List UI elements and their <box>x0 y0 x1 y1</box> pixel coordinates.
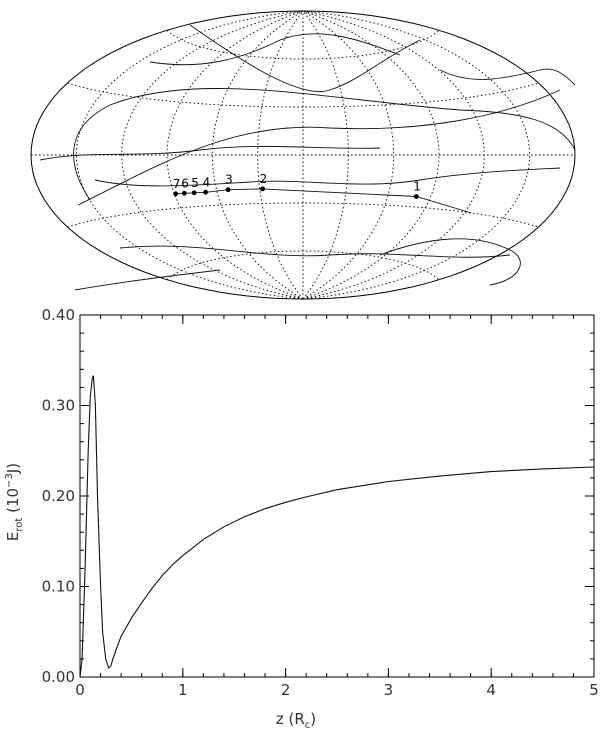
y-tick-label: 0.00 <box>42 668 75 686</box>
main-track <box>175 188 472 214</box>
field-track <box>439 68 576 86</box>
track-marker-label: 6 <box>181 176 189 190</box>
track-marker-label: 4 <box>203 175 211 189</box>
field-track <box>94 167 561 187</box>
x-tick-label: 4 <box>486 681 496 699</box>
y-tick-label: 0.10 <box>42 578 75 596</box>
track-marker <box>173 191 179 197</box>
y-tick-label: 0.20 <box>42 487 75 505</box>
track-marker <box>260 186 265 192</box>
track-marker-label: 2 <box>260 172 268 186</box>
parallel-line <box>166 250 440 281</box>
map-graticule <box>31 10 575 300</box>
x-tick-label: 1 <box>178 681 188 699</box>
meridian-line <box>121 10 304 300</box>
field-track <box>74 269 221 291</box>
field-track <box>39 145 381 161</box>
track-marker <box>191 190 197 196</box>
plot-frame <box>79 314 595 678</box>
track-marker <box>225 187 231 193</box>
y-tick-label: 0.40 <box>42 306 75 324</box>
field-track <box>379 238 521 286</box>
x-tick-label: 5 <box>589 681 599 699</box>
track-marker-label: 3 <box>225 173 233 187</box>
plot-ticks: 0 1 2 3 4 5 0.00 0.10 0.20 0.30 0.40 <box>42 306 599 699</box>
track-marker <box>413 194 419 199</box>
map-outline <box>30 10 576 300</box>
series-line <box>79 375 595 678</box>
field-track <box>189 24 421 92</box>
meridian-line <box>166 10 304 300</box>
track-marker <box>203 189 209 195</box>
track-marker-label: 7 <box>173 177 181 191</box>
field-track <box>73 88 576 201</box>
x-tick-label: 2 <box>281 681 291 699</box>
meridian-line <box>257 10 304 300</box>
x-tick-label: 3 <box>384 681 394 699</box>
x-tick-label: 0 <box>75 681 85 699</box>
track-marker-label: 1 <box>413 180 421 194</box>
map-tracks <box>39 24 576 291</box>
track-marker-label: 5 <box>191 176 199 190</box>
field-track <box>149 33 401 66</box>
x-axis-title: z (Rc) <box>276 710 316 730</box>
y-tick-label: 0.30 <box>42 397 75 415</box>
parallel-line <box>166 29 440 60</box>
track-marker <box>181 190 187 196</box>
y-axis-title: Erot (10−3J) <box>4 463 25 541</box>
field-track <box>119 245 511 258</box>
